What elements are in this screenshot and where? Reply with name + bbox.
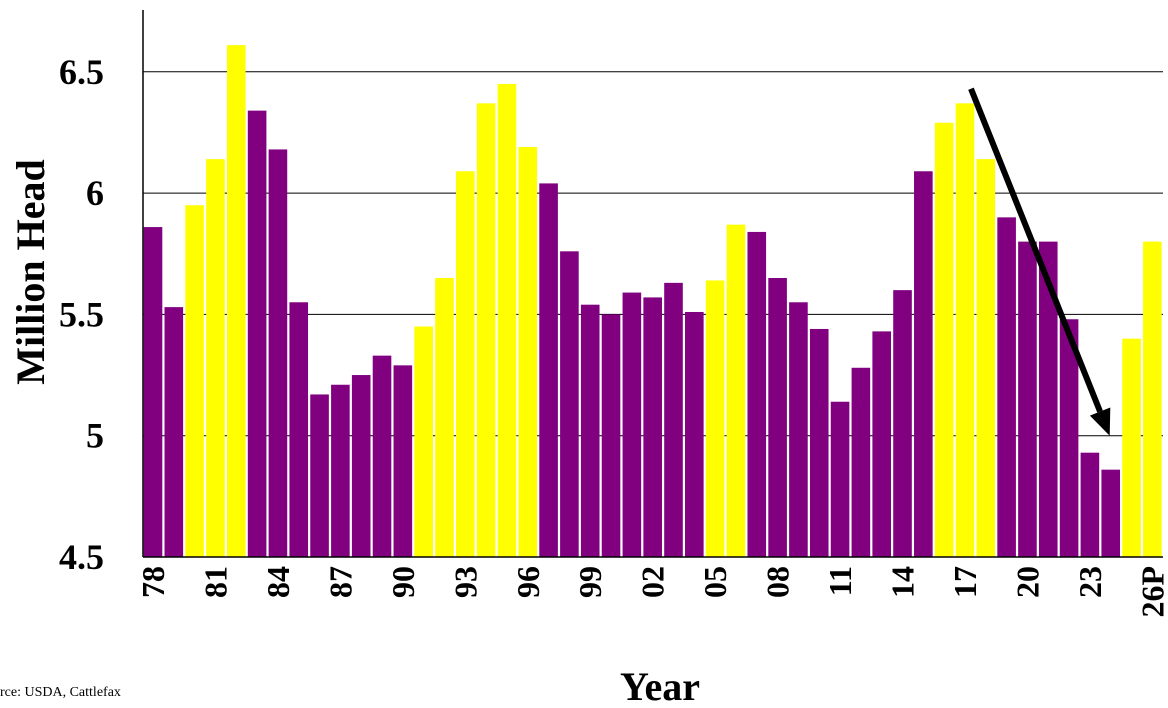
bar-94 xyxy=(476,103,496,557)
x-tick-label: 20 xyxy=(1009,566,1045,598)
x-tick-label: 11 xyxy=(822,566,858,596)
bar-89 xyxy=(372,355,392,557)
bar-15 xyxy=(914,171,933,557)
bar-10 xyxy=(809,328,829,557)
bar-95 xyxy=(497,83,517,558)
bar-98 xyxy=(560,251,579,557)
x-tick-label: 87 xyxy=(322,566,358,598)
x-tick-label: 08 xyxy=(760,566,796,598)
x-tick-label: 05 xyxy=(697,566,733,598)
bar-86 xyxy=(310,394,329,557)
x-tick-label: 96 xyxy=(510,566,546,598)
axes xyxy=(142,10,1163,558)
bar-11 xyxy=(830,401,850,557)
bar-85 xyxy=(289,302,309,557)
bar-07 xyxy=(747,231,767,558)
bars xyxy=(143,45,1162,558)
bar-84 xyxy=(268,149,288,557)
bar-93 xyxy=(456,171,475,557)
x-tick-label: 93 xyxy=(447,566,483,598)
arrow-head xyxy=(1089,407,1111,436)
bar-79 xyxy=(164,307,184,557)
trend-arrow xyxy=(968,87,1111,436)
bar-81 xyxy=(206,159,225,557)
x-tick-label: 78 xyxy=(135,566,171,598)
y-tick-label: 5.5 xyxy=(59,294,104,334)
bar-19 xyxy=(997,217,1016,558)
arrow-shaft xyxy=(968,87,1103,413)
bar-02 xyxy=(643,297,662,557)
x-tick-label: 90 xyxy=(385,566,421,598)
bar-21 xyxy=(1038,241,1058,557)
bar-12 xyxy=(851,367,871,557)
y-tick-label: 5 xyxy=(86,416,104,456)
bar-99 xyxy=(580,304,600,557)
bar-82 xyxy=(226,45,246,558)
x-tick-label: 17 xyxy=(947,566,983,598)
x-tick-label: 23 xyxy=(1072,566,1108,598)
bar-05 xyxy=(705,280,725,557)
bar-83 xyxy=(247,110,267,558)
bar-88 xyxy=(351,375,371,557)
bar-14 xyxy=(893,290,912,557)
bar-24 xyxy=(1101,469,1121,557)
bar-78 xyxy=(143,227,163,557)
bar-13 xyxy=(872,331,891,557)
bar-23 xyxy=(1080,452,1100,557)
x-tick-label: 02 xyxy=(635,566,671,598)
bar-06 xyxy=(726,224,746,557)
y-tick-label: 6 xyxy=(86,173,104,213)
bar-22 xyxy=(1059,319,1079,557)
x-tick-labels: 78 81 84 87 90 93 96 99 02 05 08 11 14 17 20 23 26P xyxy=(135,566,1168,618)
x-tick-label: 84 xyxy=(260,566,296,598)
bar-87 xyxy=(331,384,350,557)
bar-97 xyxy=(539,183,558,557)
bar-90 xyxy=(393,365,413,557)
bar-92 xyxy=(435,278,454,557)
x-axis-title: Year xyxy=(620,664,700,708)
bar-16 xyxy=(934,122,954,557)
x-tick-label: 81 xyxy=(198,566,234,598)
x-tick-label: 99 xyxy=(572,566,608,598)
bar-09 xyxy=(789,302,808,557)
bar-01 xyxy=(622,292,642,557)
bar-08 xyxy=(768,278,787,557)
x-tick-label: 26P xyxy=(1134,566,1168,618)
bar-26P xyxy=(1143,241,1162,557)
source-note: rce: USDA, Cattlefax xyxy=(0,685,121,700)
bar-17 xyxy=(955,103,975,557)
bar-00 xyxy=(601,314,621,557)
y-axis-title: Million Head xyxy=(8,159,53,385)
bar-03 xyxy=(664,282,683,557)
y-tick-label: 4.5 xyxy=(59,537,104,577)
bar-18 xyxy=(976,159,996,557)
bar-04 xyxy=(685,311,704,557)
bar-96 xyxy=(518,147,538,557)
y-tick-labels: 4.5 5 5.5 6 6.5 xyxy=(59,52,104,577)
bar-91 xyxy=(414,326,433,557)
bar-25 xyxy=(1122,338,1141,557)
bar-20 xyxy=(1018,241,1037,557)
y-tick-label: 6.5 xyxy=(59,52,104,92)
bar-80 xyxy=(185,205,204,558)
x-tick-label: 14 xyxy=(885,566,921,598)
